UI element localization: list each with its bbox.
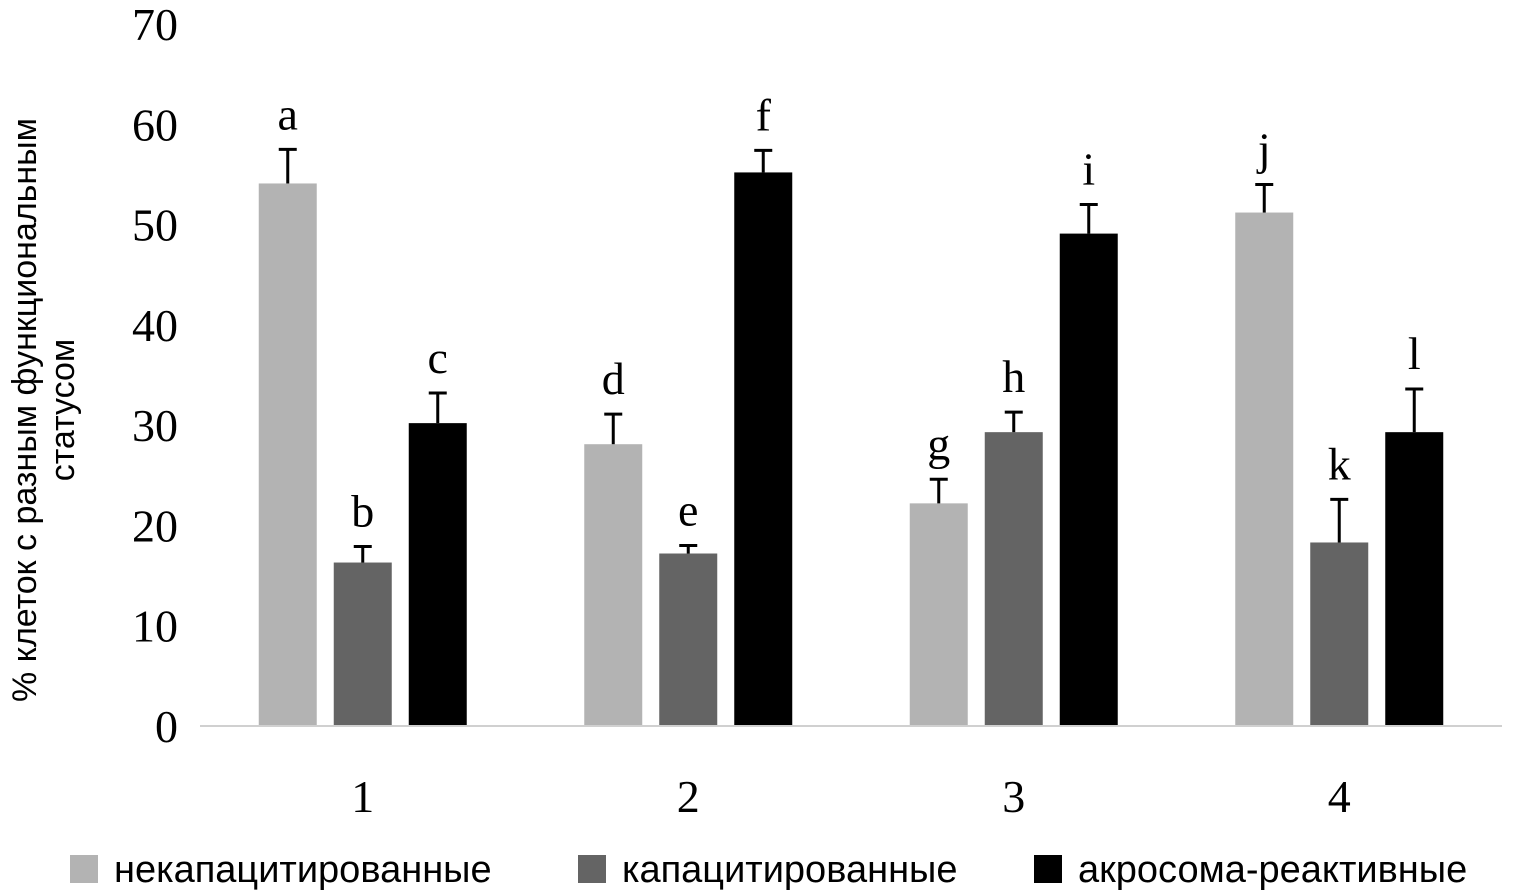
bar [333, 562, 392, 726]
significance-label: e [678, 484, 698, 535]
significance-label: i [1082, 144, 1095, 195]
y-tick-label: 70 [132, 0, 178, 50]
bar [734, 172, 793, 726]
x-tick-label: 4 [1328, 771, 1351, 822]
y-tick-label: 50 [132, 200, 178, 251]
y-tick-label: 40 [132, 300, 178, 351]
y-tick-label: 60 [132, 99, 178, 150]
x-axis-category-labels: 1 2 3 4 [351, 771, 1351, 822]
y-axis-ticks: 0 10 20 30 40 50 60 70 [132, 0, 178, 752]
y-tick-label: 10 [132, 601, 178, 652]
legend: некапацитированные капацитированные акросо… [70, 849, 1467, 891]
significance-label: l [1408, 328, 1421, 379]
legend-label: капацитированные [622, 849, 958, 891]
y-axis-title-line: % клеток с разным функциональным [6, 118, 44, 702]
bar [258, 183, 317, 726]
significance-label: j [1256, 123, 1271, 174]
y-tick-label: 20 [132, 500, 178, 551]
legend-label: некапацитированные [114, 849, 492, 891]
x-tick-label: 1 [351, 771, 374, 822]
bar [1059, 233, 1118, 726]
significance-label: c [428, 332, 448, 383]
legend-swatch [70, 855, 98, 883]
significance-label: d [602, 353, 625, 404]
significance-label: h [1002, 351, 1025, 402]
legend-swatch [1034, 855, 1062, 883]
bar [1385, 432, 1444, 726]
significance-label: g [927, 418, 950, 469]
x-tick-label: 2 [677, 771, 700, 822]
bar [984, 432, 1043, 726]
bar [584, 444, 643, 726]
significance-labels-group: a b c d e f g h i j k l [278, 88, 1421, 536]
bars-group [258, 172, 1444, 727]
significance-label: a [278, 88, 298, 139]
significance-label: f [756, 89, 772, 140]
y-axis-title-line: статусом [44, 339, 82, 482]
legend-swatch [578, 855, 606, 883]
significance-label: b [351, 485, 374, 536]
bar [909, 503, 968, 726]
significance-label: k [1328, 438, 1351, 489]
bar [408, 423, 467, 726]
y-axis-label: % клеток с разным функциональнымстатусом [6, 118, 82, 702]
y-tick-label: 30 [132, 400, 178, 451]
bar [1310, 542, 1369, 726]
x-tick-label: 3 [1002, 771, 1025, 822]
error-bars-group [278, 147, 1424, 563]
bar [659, 553, 718, 726]
legend-label: акросома-реактивные [1078, 849, 1467, 891]
bar [1235, 212, 1294, 727]
y-axis-title: % клеток с разным функциональнымстатусом [6, 118, 82, 702]
y-tick-label: 0 [155, 701, 178, 752]
